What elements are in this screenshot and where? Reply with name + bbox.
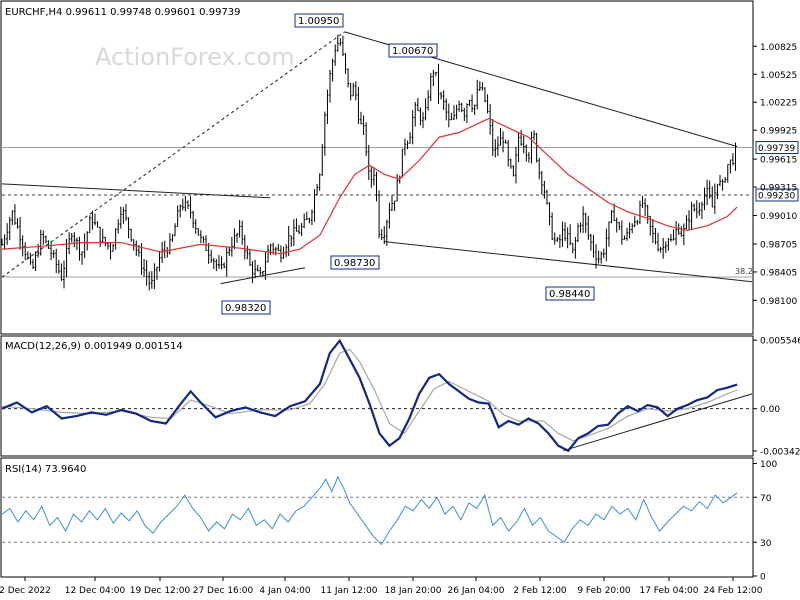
rsi-panel: RSI(14) 73.9640 100 70 30 0 (0, 457, 777, 583)
price-ytick-label: 0.98705 (760, 240, 797, 250)
price-ytick-label: 0.99615 (760, 156, 797, 166)
price-ytick-label: 0.99010 (760, 212, 797, 222)
price-annotation-box (545, 286, 595, 301)
rsi-ytick-label: 30 (760, 539, 772, 549)
macd-signal-line (1, 348, 738, 442)
moving-average-line (1, 117, 738, 255)
x-tick-label: 2 Dec 2022 (0, 586, 51, 596)
price-ytick-label: 0.99315 (760, 184, 797, 194)
price-ytick-label: 0.98405 (760, 268, 797, 278)
price-annotation-label: 0.98440 (549, 289, 590, 300)
x-tick-label: 18 Jan 20:00 (385, 586, 442, 596)
x-tick-label: 17 Feb 04:00 (639, 586, 698, 596)
macd-line (1, 338, 738, 453)
price-bars (1, 34, 737, 291)
rsi-ytick-label: 100 (760, 460, 777, 470)
price-ytick-label: 0.98100 (760, 297, 797, 307)
price-annotation-box (330, 255, 380, 270)
macd-ytick-label: -0.003423 (760, 447, 800, 457)
x-tick-label: 12 Dec 04:00 (65, 586, 126, 596)
x-tick-label: 26 Jan 04:00 (448, 586, 505, 596)
fib-level-label: 38.2 (735, 267, 753, 276)
price-title: EURCHF,H4 0.99611 0.99748 0.99601 0.9973… (5, 7, 241, 18)
macd-title: MACD(12,26,9) 0.001949 0.001514 (5, 341, 183, 352)
macd-panel: MACD(12,26,9) 0.001949 0.001514 0.005546… (0, 335, 800, 457)
price-ytick-label: 0.99925 (760, 127, 797, 137)
price-trendline (1, 183, 271, 199)
rsi-ytick-label: 70 (760, 494, 772, 504)
price-annotation-box (294, 13, 344, 28)
macd-ytick-label: 0.005546 (760, 337, 800, 347)
price-annotation-label: 1.00670 (392, 46, 433, 57)
rsi-line (1, 475, 738, 546)
price-annotation-box (221, 300, 271, 315)
price-ytick-label: 1.00825 (760, 43, 797, 53)
price-trendline (1, 31, 346, 278)
x-tick-label: 19 Dec 12:00 (130, 586, 191, 596)
price-annotation-box (388, 43, 438, 58)
x-tick-label: 11 Jan 12:00 (321, 586, 378, 596)
x-tick-label: 9 Feb 20:00 (577, 586, 631, 596)
rsi-ytick-label: 0 (760, 573, 766, 583)
watermark: ActionForex.com (95, 43, 295, 71)
x-tick-label: 24 Feb 12:00 (703, 586, 762, 596)
price-panel-frame (0, 0, 754, 335)
x-tick-label: 2 Feb 12:00 (513, 586, 567, 596)
price-annotation-label: 0.98320 (225, 303, 266, 314)
rsi-panel-frame (0, 457, 754, 578)
x-axis: 2 Dec 2022 12 Dec 04:00 19 Dec 12:00 27 Dec… (0, 577, 763, 596)
price-annotation-label: 1.00950 (298, 16, 339, 27)
macd-ytick-label: 0.00 (760, 405, 780, 415)
macd-trendline (563, 393, 753, 452)
x-tick-label: 27 Dec 16:00 (193, 586, 254, 596)
price-level-tag-label: 0.99230 (758, 192, 795, 202)
price-level-tag (755, 141, 799, 155)
price-annotation-label: 0.98730 (334, 258, 375, 269)
rsi-title: RSI(14) 73.9640 (5, 464, 86, 475)
x-tick-label: 4 Jan 04:00 (259, 586, 311, 596)
price-ytick-label: 1.00525 (760, 71, 797, 81)
price-panel: ActionForex.com 1.00950 1.00670 0.98730 0.9… (0, 0, 799, 335)
price-ytick-label: 1.00225 (760, 99, 797, 109)
price-level-tag (755, 188, 799, 202)
price-level-tag-label: 0.99739 (758, 144, 795, 154)
price-trendline (384, 241, 753, 283)
